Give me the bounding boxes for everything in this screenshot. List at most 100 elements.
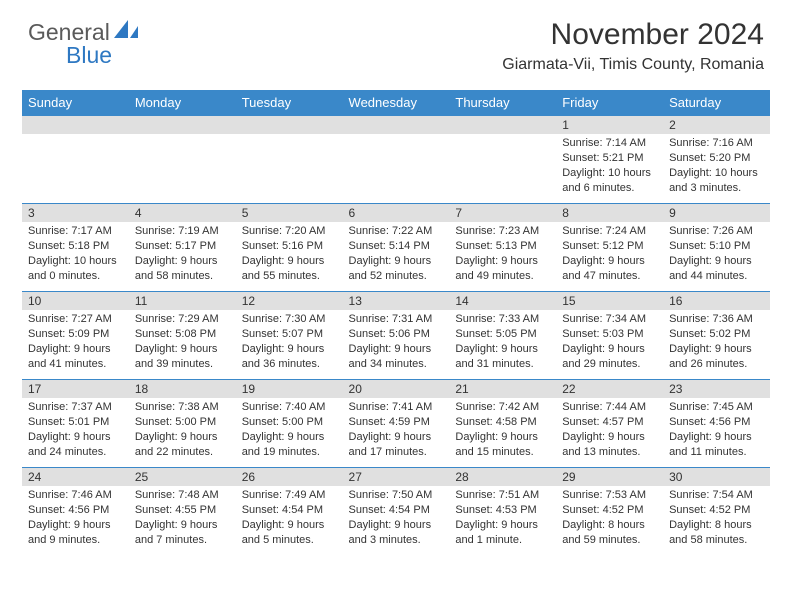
logo-sail-icon [114, 18, 140, 45]
week-row: 24Sunrise: 7:46 AMSunset: 4:56 PMDayligh… [22, 468, 770, 556]
day-number: 17 [22, 380, 129, 398]
day-cell: 9Sunrise: 7:26 AMSunset: 5:10 PMDaylight… [663, 204, 770, 292]
day-number: 30 [663, 468, 770, 486]
day-number: 8 [556, 204, 663, 222]
dayname-sunday: Sunday [22, 90, 129, 116]
day-details: Sunrise: 7:24 AMSunset: 5:12 PMDaylight:… [556, 222, 663, 287]
week-row: 17Sunrise: 7:37 AMSunset: 5:01 PMDayligh… [22, 380, 770, 468]
dayname-thursday: Thursday [449, 90, 556, 116]
day-number: 6 [343, 204, 450, 222]
day-number: 2 [663, 116, 770, 134]
calendar-table: SundayMondayTuesdayWednesdayThursdayFrid… [22, 90, 770, 556]
day-number: 19 [236, 380, 343, 398]
day-number: 26 [236, 468, 343, 486]
day-number: 13 [343, 292, 450, 310]
day-number: 24 [22, 468, 129, 486]
dayname-saturday: Saturday [663, 90, 770, 116]
day-details: Sunrise: 7:19 AMSunset: 5:17 PMDaylight:… [129, 222, 236, 287]
day-cell: 11Sunrise: 7:29 AMSunset: 5:08 PMDayligh… [129, 292, 236, 380]
day-cell: 6Sunrise: 7:22 AMSunset: 5:14 PMDaylight… [343, 204, 450, 292]
day-number: 1 [556, 116, 663, 134]
dayname-monday: Monday [129, 90, 236, 116]
dayname-wednesday: Wednesday [343, 90, 450, 116]
day-details: Sunrise: 7:34 AMSunset: 5:03 PMDaylight:… [556, 310, 663, 375]
logo-blue: Blue [66, 42, 112, 68]
day-cell: 2Sunrise: 7:16 AMSunset: 5:20 PMDaylight… [663, 116, 770, 204]
day-details: Sunrise: 7:23 AMSunset: 5:13 PMDaylight:… [449, 222, 556, 287]
day-number: 16 [663, 292, 770, 310]
day-cell [22, 116, 129, 204]
day-cell: 22Sunrise: 7:44 AMSunset: 4:57 PMDayligh… [556, 380, 663, 468]
day-cell: 5Sunrise: 7:20 AMSunset: 5:16 PMDaylight… [236, 204, 343, 292]
day-details: Sunrise: 7:22 AMSunset: 5:14 PMDaylight:… [343, 222, 450, 287]
day-cell: 1Sunrise: 7:14 AMSunset: 5:21 PMDaylight… [556, 116, 663, 204]
day-cell: 19Sunrise: 7:40 AMSunset: 5:00 PMDayligh… [236, 380, 343, 468]
day-cell: 25Sunrise: 7:48 AMSunset: 4:55 PMDayligh… [129, 468, 236, 556]
day-cell [236, 116, 343, 204]
day-cell: 30Sunrise: 7:54 AMSunset: 4:52 PMDayligh… [663, 468, 770, 556]
day-number: 27 [343, 468, 450, 486]
day-details: Sunrise: 7:16 AMSunset: 5:20 PMDaylight:… [663, 134, 770, 199]
day-cell: 16Sunrise: 7:36 AMSunset: 5:02 PMDayligh… [663, 292, 770, 380]
day-cell: 17Sunrise: 7:37 AMSunset: 5:01 PMDayligh… [22, 380, 129, 468]
calendar-head: SundayMondayTuesdayWednesdayThursdayFrid… [22, 90, 770, 116]
day-number [22, 116, 129, 134]
day-number: 3 [22, 204, 129, 222]
day-number: 18 [129, 380, 236, 398]
week-row: 1Sunrise: 7:14 AMSunset: 5:21 PMDaylight… [22, 116, 770, 204]
day-number: 4 [129, 204, 236, 222]
day-details: Sunrise: 7:17 AMSunset: 5:18 PMDaylight:… [22, 222, 129, 287]
month-title: November 2024 [502, 18, 764, 52]
day-cell [129, 116, 236, 204]
day-details: Sunrise: 7:50 AMSunset: 4:54 PMDaylight:… [343, 486, 450, 551]
day-number: 23 [663, 380, 770, 398]
day-cell: 8Sunrise: 7:24 AMSunset: 5:12 PMDaylight… [556, 204, 663, 292]
day-details: Sunrise: 7:30 AMSunset: 5:07 PMDaylight:… [236, 310, 343, 375]
day-number [449, 116, 556, 134]
day-number: 10 [22, 292, 129, 310]
day-number: 15 [556, 292, 663, 310]
day-cell: 14Sunrise: 7:33 AMSunset: 5:05 PMDayligh… [449, 292, 556, 380]
day-cell: 21Sunrise: 7:42 AMSunset: 4:58 PMDayligh… [449, 380, 556, 468]
dayname-tuesday: Tuesday [236, 90, 343, 116]
day-cell: 15Sunrise: 7:34 AMSunset: 5:03 PMDayligh… [556, 292, 663, 380]
logo: General Blue [28, 18, 140, 73]
day-number: 7 [449, 204, 556, 222]
week-row: 3Sunrise: 7:17 AMSunset: 5:18 PMDaylight… [22, 204, 770, 292]
day-details: Sunrise: 7:49 AMSunset: 4:54 PMDaylight:… [236, 486, 343, 551]
day-cell: 20Sunrise: 7:41 AMSunset: 4:59 PMDayligh… [343, 380, 450, 468]
day-details: Sunrise: 7:44 AMSunset: 4:57 PMDaylight:… [556, 398, 663, 463]
day-cell: 26Sunrise: 7:49 AMSunset: 4:54 PMDayligh… [236, 468, 343, 556]
day-number: 9 [663, 204, 770, 222]
day-number [236, 116, 343, 134]
title-block: November 2024 Giarmata-Vii, Timis County… [502, 18, 764, 74]
day-details: Sunrise: 7:46 AMSunset: 4:56 PMDaylight:… [22, 486, 129, 551]
day-details: Sunrise: 7:40 AMSunset: 5:00 PMDaylight:… [236, 398, 343, 463]
day-details: Sunrise: 7:31 AMSunset: 5:06 PMDaylight:… [343, 310, 450, 375]
day-cell: 23Sunrise: 7:45 AMSunset: 4:56 PMDayligh… [663, 380, 770, 468]
day-cell: 10Sunrise: 7:27 AMSunset: 5:09 PMDayligh… [22, 292, 129, 380]
day-details: Sunrise: 7:36 AMSunset: 5:02 PMDaylight:… [663, 310, 770, 375]
day-cell: 24Sunrise: 7:46 AMSunset: 4:56 PMDayligh… [22, 468, 129, 556]
day-details: Sunrise: 7:54 AMSunset: 4:52 PMDaylight:… [663, 486, 770, 551]
day-cell [343, 116, 450, 204]
day-number: 28 [449, 468, 556, 486]
day-cell: 28Sunrise: 7:51 AMSunset: 4:53 PMDayligh… [449, 468, 556, 556]
day-details: Sunrise: 7:41 AMSunset: 4:59 PMDaylight:… [343, 398, 450, 463]
day-cell: 27Sunrise: 7:50 AMSunset: 4:54 PMDayligh… [343, 468, 450, 556]
day-cell: 3Sunrise: 7:17 AMSunset: 5:18 PMDaylight… [22, 204, 129, 292]
location: Giarmata-Vii, Timis County, Romania [502, 56, 764, 74]
day-cell: 29Sunrise: 7:53 AMSunset: 4:52 PMDayligh… [556, 468, 663, 556]
day-details: Sunrise: 7:20 AMSunset: 5:16 PMDaylight:… [236, 222, 343, 287]
day-details: Sunrise: 7:37 AMSunset: 5:01 PMDaylight:… [22, 398, 129, 463]
day-number [129, 116, 236, 134]
day-cell: 18Sunrise: 7:38 AMSunset: 5:00 PMDayligh… [129, 380, 236, 468]
day-cell: 12Sunrise: 7:30 AMSunset: 5:07 PMDayligh… [236, 292, 343, 380]
dayname-friday: Friday [556, 90, 663, 116]
day-cell [449, 116, 556, 204]
day-cell: 7Sunrise: 7:23 AMSunset: 5:13 PMDaylight… [449, 204, 556, 292]
day-details: Sunrise: 7:14 AMSunset: 5:21 PMDaylight:… [556, 134, 663, 199]
day-details: Sunrise: 7:51 AMSunset: 4:53 PMDaylight:… [449, 486, 556, 551]
day-number: 14 [449, 292, 556, 310]
day-details: Sunrise: 7:48 AMSunset: 4:55 PMDaylight:… [129, 486, 236, 551]
